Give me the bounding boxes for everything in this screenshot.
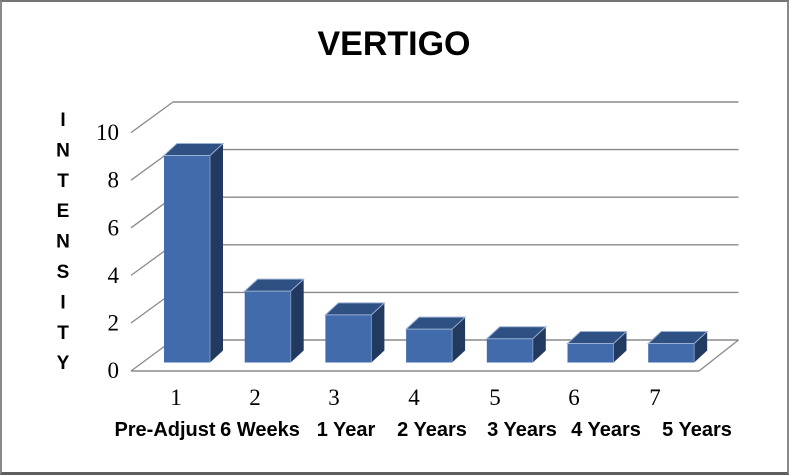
category-name-label: 1 Year xyxy=(317,419,376,441)
category-name-label: 6 Weeks xyxy=(220,419,300,441)
category-name-label: 5 Years xyxy=(662,419,732,441)
bar-front-face xyxy=(567,343,614,363)
bar-front-face xyxy=(648,343,695,363)
bar-side-face xyxy=(532,326,546,363)
floor-right-edge xyxy=(698,339,739,372)
category-number-labels: 1 2 3 4 5 6 7 xyxy=(170,385,661,410)
category-number-label: 4 xyxy=(408,385,420,410)
ylabel-letter: T xyxy=(57,171,69,192)
bar-pre-adjust xyxy=(162,142,225,363)
category-name-label: 4 Years xyxy=(571,419,641,441)
ylabel-letter: S xyxy=(57,262,70,283)
category-number-label: 1 xyxy=(170,385,182,410)
y-axis-tick-label: 8 xyxy=(108,168,120,193)
bar-top-face xyxy=(243,278,305,292)
y-axis-tick-labels: 0 2 4 6 8 10 xyxy=(96,120,120,383)
y-axis-tick-label: 10 xyxy=(96,120,119,145)
axis-tick-line xyxy=(130,101,174,134)
ylabel-letter: E xyxy=(57,201,70,222)
bar-top-face xyxy=(404,316,467,330)
category-name-label: Pre-Adjust xyxy=(114,419,215,441)
category-name-label: 2 Years xyxy=(397,419,467,441)
bar-6-weeks xyxy=(243,278,305,363)
bar-side-face xyxy=(371,302,385,363)
bar-5-years xyxy=(646,330,709,363)
bar-top-face xyxy=(566,330,628,344)
bar-2-years xyxy=(404,316,467,363)
ylabel-letter: T xyxy=(57,323,69,344)
bar-front-face xyxy=(325,314,372,363)
bar-top-face xyxy=(324,302,386,316)
category-number-label: 6 xyxy=(568,385,580,410)
bar-top-face xyxy=(646,330,709,344)
y-axis-tick-label: 0 xyxy=(108,358,120,383)
category-number-label: 3 xyxy=(328,385,340,410)
ylabel-letter: N xyxy=(56,140,70,161)
bar-side-face xyxy=(452,317,466,363)
ylabel-letter: Y xyxy=(57,353,70,374)
bar-front-face xyxy=(164,155,210,363)
ylabel-letter: I xyxy=(60,292,65,313)
bar-side-face xyxy=(210,143,223,363)
category-name-label: 3 Years xyxy=(487,419,557,441)
bar-3-years xyxy=(485,326,548,363)
ylabel-letter: I xyxy=(60,110,65,131)
bar-side-face xyxy=(290,279,304,363)
category-number-label: 7 xyxy=(649,385,661,410)
ylabel-letter: N xyxy=(56,232,70,253)
chart-floor xyxy=(131,339,739,372)
y-axis-tick-label: 4 xyxy=(108,263,120,288)
category-number-label: 2 xyxy=(249,385,261,410)
bars xyxy=(162,142,709,363)
y-axis-tick-label: 2 xyxy=(108,311,120,336)
bar-1-year xyxy=(324,302,386,363)
bar-4-years xyxy=(566,330,628,363)
bar-front-face xyxy=(406,329,453,363)
bar-side-face xyxy=(694,331,708,363)
bar-front-face xyxy=(486,338,533,363)
chart-title: VERTIGO xyxy=(317,25,470,63)
bar-side-face xyxy=(613,331,627,363)
bar-top-face xyxy=(485,326,548,340)
bar-front-face xyxy=(244,291,291,363)
y-axis-tick-label: 6 xyxy=(108,215,120,240)
bar-top-face xyxy=(162,142,225,156)
category-name-labels: Pre-Adjust 6 Weeks 1 Year 2 Years 3 Years 4 Y… xyxy=(114,419,731,441)
category-number-label: 5 xyxy=(489,385,501,410)
